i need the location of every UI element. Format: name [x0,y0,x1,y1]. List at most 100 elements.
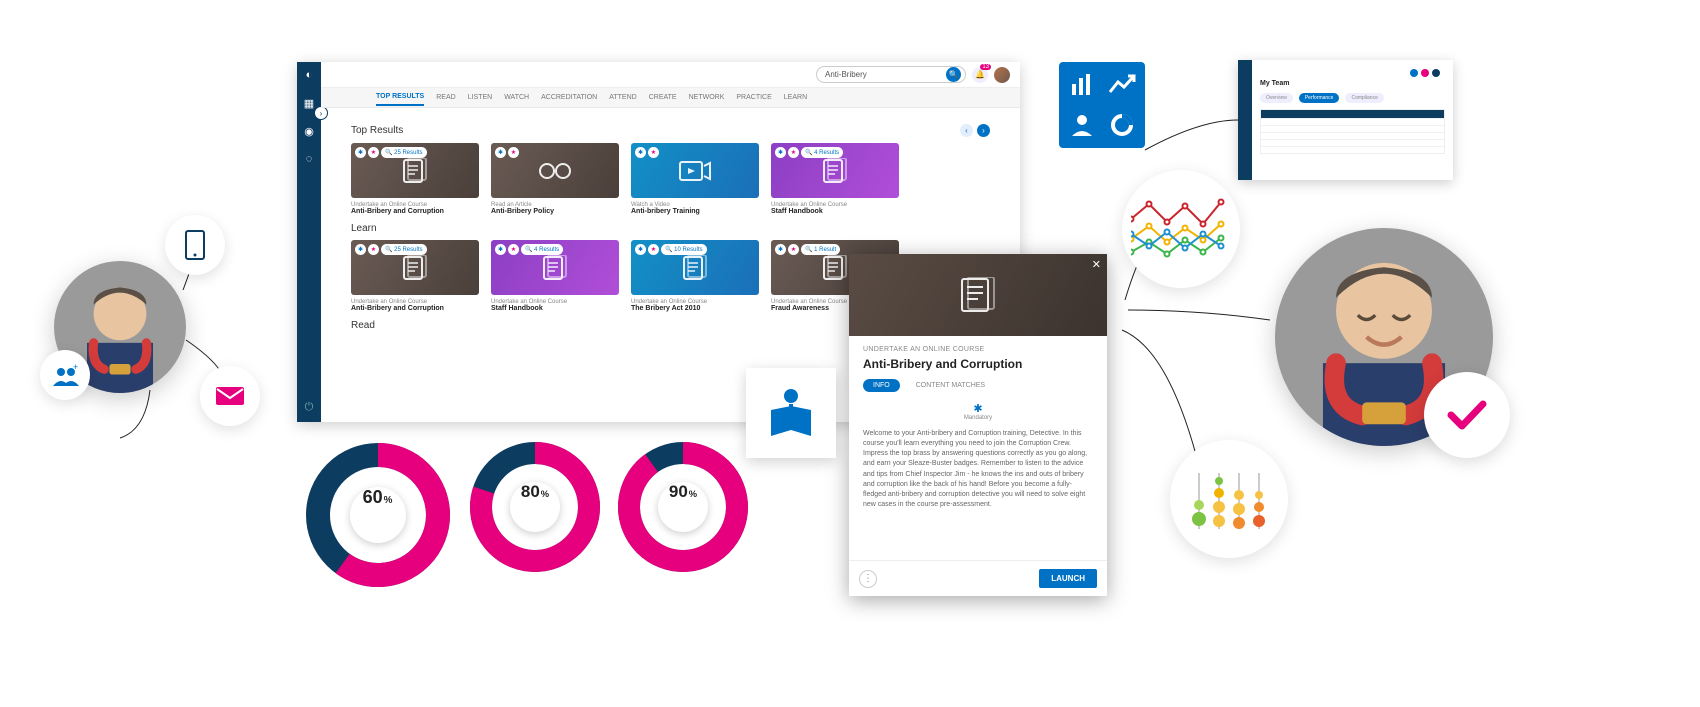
modal-hero: ✕ [849,254,1107,336]
result-card[interactable]: ✱★Read an ArticleAnti-Bribery Policy [491,143,619,215]
team-bubble: + [40,350,90,400]
mini-sidebar [1238,60,1252,180]
results-count-badge: 🔍 10 Results [661,244,707,255]
card-thumbnail: ✱★ [631,143,759,198]
course-type-icon: ✱ [635,147,646,158]
course-detail-modal: ✕ UNDERTAKE AN ONLINE COURSE Anti-Briber… [849,254,1107,596]
search-value: Anti-Bribery [825,70,867,79]
card-title: Staff Handbook [771,208,899,215]
result-card[interactable]: ✱★🔍 10 ResultsUndertake an Online Course… [631,240,759,312]
app-logo-icon: ◐ [302,68,316,82]
result-card[interactable]: ✱★🔍 25 ResultsUndertake an Online Course… [351,143,479,215]
result-card[interactable]: ✱★🔍 4 ResultsUndertake an Online CourseS… [771,143,899,215]
favourite-icon[interactable]: ★ [648,147,659,158]
app-topbar: Anti-Bribery 🔍 🔔13 [321,62,1020,88]
document-icon [956,277,1000,313]
mini-tab[interactable]: Compliance [1345,93,1383,103]
mini-top-icons [1260,66,1445,80]
course-type-icon: ✱ [495,244,506,255]
modal-footer: ⋮ LAUNCH [849,560,1107,596]
modal-tab-matches[interactable]: CONTENT MATCHES [906,379,995,392]
result-card[interactable]: ✱★🔍 25 ResultsUndertake an Online Course… [351,240,479,312]
progress-donut-0: 60% [305,442,450,587]
check-icon [1447,399,1487,431]
tab-top-results[interactable]: TOP RESULTS [376,89,424,106]
modal-more-button[interactable]: ⋮ [859,570,877,588]
results-count-badge: 🔍 1 Result [801,244,840,255]
modal-tabs: INFO CONTENT MATCHES [863,379,1093,392]
mini-tab[interactable]: Performance [1299,93,1340,103]
card-thumbnail: ✱★🔍 4 Results [771,143,899,198]
search-input[interactable]: Anti-Bribery 🔍 [816,66,966,83]
favourite-icon[interactable]: ★ [508,244,519,255]
tab-read[interactable]: READ [436,90,455,105]
card-title: Anti-Bribery and Corruption [351,208,479,215]
tab-watch[interactable]: WATCH [504,90,529,105]
favourite-icon[interactable]: ★ [368,147,379,158]
modal-close-button[interactable]: ✕ [1092,258,1101,271]
tab-attend[interactable]: ATTEND [609,90,636,105]
mini-tab[interactable]: Overview [1260,93,1293,103]
favourite-icon[interactable]: ★ [508,147,519,158]
carousel-prev-button[interactable]: ‹ [960,124,973,137]
trends-chart-bubble [1122,170,1240,288]
sidebar-power-icon[interactable]: ⏻ [305,401,314,414]
admin-mini-window: My Team Overview Performance Compliance [1238,60,1453,180]
card-thumbnail: ✱★🔍 10 Results [631,240,759,295]
result-card[interactable]: ✱★🔍 4 ResultsUndertake an Online CourseS… [491,240,619,312]
library-tile [746,368,836,458]
favourite-icon[interactable]: ★ [788,244,799,255]
carousel-next-button[interactable]: › [977,124,990,137]
favourite-icon[interactable]: ★ [788,147,799,158]
ratings-chart-bubble [1170,440,1288,558]
svg-text:+: + [73,364,78,372]
person-icon [1064,107,1101,144]
course-type-icon: ✱ [495,147,506,158]
tab-accreditation[interactable]: ACCREDITATION [541,90,597,105]
mandatory-label: Mandatory [964,415,992,421]
card-thumbnail: ✱★🔍 4 Results [491,240,619,295]
sidebar-explore-icon[interactable]: ◉ [302,124,316,138]
team-icon: + [51,364,79,386]
tab-network[interactable]: NETWORK [689,90,725,105]
favourite-icon[interactable]: ★ [648,244,659,255]
notification-count-badge: 13 [980,64,991,70]
multiline-chart [1131,194,1231,264]
tab-practice[interactable]: PRACTICE [736,90,771,105]
device-mobile-bubble [165,215,225,275]
search-submit-icon[interactable]: 🔍 [946,67,961,82]
result-card[interactable]: ✱★Watch a VideoAnti-bribery Training [631,143,759,215]
donut-value: 60% [350,487,406,543]
modal-eyebrow: UNDERTAKE AN ONLINE COURSE [863,346,1093,353]
top-results-cards: ✱★🔍 25 ResultsUndertake an Online Course… [351,143,990,215]
section-title: Learn [351,223,377,234]
donut-value: 80% [510,482,560,532]
card-title: Staff Handbook [491,305,619,312]
tab-learn[interactable]: LEARN [784,90,807,105]
sidebar-dashboard-icon[interactable]: ▦ [302,96,316,110]
email-bubble [200,366,260,426]
tab-listen[interactable]: LISTEN [468,90,493,105]
card-thumbnail: ✱★🔍 25 Results [351,143,479,198]
mini-body: My Team Overview Performance Compliance [1252,60,1453,180]
mini-title: My Team [1260,80,1445,87]
notifications-button[interactable]: 🔔13 [972,67,988,83]
analytics-grid-tile [1059,62,1145,148]
launch-button[interactable]: LAUNCH [1039,569,1097,588]
profile-avatar[interactable] [994,67,1010,83]
section-title: Top Results [351,125,403,136]
favourite-icon[interactable]: ★ [368,244,379,255]
tab-create[interactable]: CREATE [649,90,677,105]
dot-distribution-chart [1181,461,1277,537]
progress-donut-2: 90% [618,442,748,572]
reader-icon [766,386,816,440]
card-title: The Bribery Act 2010 [631,305,759,312]
sidebar-help-icon[interactable]: ◌ [302,152,316,166]
results-count-badge: 🔍 4 Results [801,147,843,158]
modal-tab-info[interactable]: INFO [863,379,900,392]
results-count-badge: 🔍 4 Results [521,244,563,255]
course-type-icon: ✱ [355,244,366,255]
donut-value: 90% [658,482,708,532]
modal-title: Anti-Bribery and Corruption [863,357,1093,371]
email-icon [215,386,245,406]
